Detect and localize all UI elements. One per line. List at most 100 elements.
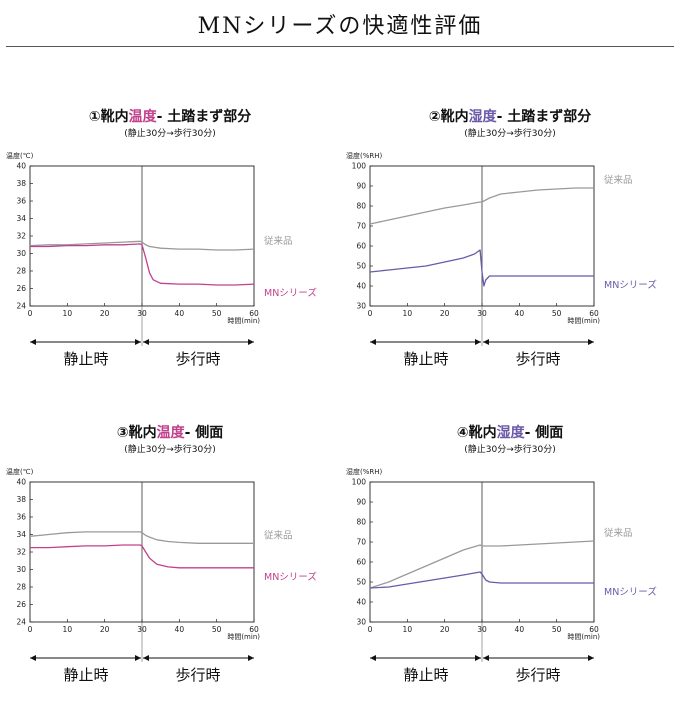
y-tick-label: 50 xyxy=(356,262,366,271)
y-tick-label: 40 xyxy=(356,598,366,607)
series-line xyxy=(30,243,255,286)
chart-title-prefix: ①靴内 xyxy=(88,109,129,125)
x-tick-label: 50 xyxy=(212,625,222,634)
y-tick-label: 80 xyxy=(356,202,366,211)
chart-title-suffix: - 側面 xyxy=(184,425,224,441)
y-tick-label: 100 xyxy=(352,478,367,487)
chart-title-highlight: 温度 xyxy=(156,425,185,441)
phase-arrowhead xyxy=(248,655,254,661)
y-tick-label: 30 xyxy=(16,565,26,574)
phase-arrowhead xyxy=(588,339,594,345)
phase-arrowhead xyxy=(370,339,376,345)
y-tick-label: 80 xyxy=(356,518,366,527)
y-tick-label: 70 xyxy=(356,538,366,547)
series-label: MNシリーズ xyxy=(604,279,657,291)
chart-title: ④靴内湿度- 側面 xyxy=(340,422,680,442)
series-line xyxy=(369,540,595,589)
x-tick-label: 20 xyxy=(100,625,110,634)
x-tick-label: 40 xyxy=(515,309,525,318)
chart-title-prefix: ③靴内 xyxy=(116,425,157,441)
x-tick-label: 60 xyxy=(249,625,259,634)
chart-subtitle: (静止30分→歩行30分) xyxy=(464,445,556,455)
chart-title-prefix: ④靴内 xyxy=(456,425,497,441)
chart-panel: ③靴内温度- 側面 (静止30分→歩行30分) 温度(℃) 24 26 28 30 32 34 3… xyxy=(0,422,340,722)
series-label: MNシリーズ xyxy=(264,287,317,299)
phase-label-rest: 静止時 xyxy=(403,666,448,684)
x-axis-label: 時間(min) xyxy=(227,633,260,641)
x-axis-label: 時間(min) xyxy=(227,317,260,325)
phase-label-walk: 歩行時 xyxy=(515,666,560,684)
x-tick-label: 0 xyxy=(28,625,33,634)
y-tick-label: 28 xyxy=(16,583,26,592)
y-tick-label: 38 xyxy=(16,495,26,504)
chart-subtitle: (静止30分→歩行30分) xyxy=(124,445,216,455)
x-tick-label: 20 xyxy=(100,309,110,318)
y-axis-label: 湿度(%RH) xyxy=(346,467,383,476)
x-tick-label: 10 xyxy=(403,309,413,318)
y-tick-label: 100 xyxy=(352,162,367,171)
x-axis-label: 時間(min) xyxy=(567,317,600,325)
x-tick-label: 0 xyxy=(368,625,373,634)
chart-title-suffix: - 土踏まず部分 xyxy=(156,109,252,125)
y-tick-label: 24 xyxy=(16,302,26,311)
y-tick-label: 34 xyxy=(16,530,26,539)
chart-title-highlight: 湿度 xyxy=(496,425,525,441)
y-tick-label: 60 xyxy=(356,558,366,567)
x-tick-label: 0 xyxy=(28,309,33,318)
y-tick-label: 40 xyxy=(356,282,366,291)
phase-label-walk: 歩行時 xyxy=(515,350,560,368)
phase-arrowhead xyxy=(475,339,481,345)
phase-arrowhead xyxy=(483,339,489,345)
x-tick-label: 50 xyxy=(552,309,562,318)
y-tick-label: 40 xyxy=(16,162,26,171)
x-tick-label: 20 xyxy=(440,625,450,634)
y-tick-label: 24 xyxy=(16,618,26,627)
series-label: MNシリーズ xyxy=(604,586,657,598)
series-label: 従来品 xyxy=(604,527,633,539)
x-axis-label: 時間(min) xyxy=(567,633,600,641)
x-tick-label: 0 xyxy=(368,309,373,318)
chart-title-prefix: ②靴内 xyxy=(428,109,469,125)
y-tick-label: 60 xyxy=(356,242,366,251)
series-line xyxy=(369,571,594,589)
series-line xyxy=(369,249,594,287)
y-axis-label: 温度(℃) xyxy=(6,151,34,160)
y-tick-label: 70 xyxy=(356,222,366,231)
phase-label-rest: 静止時 xyxy=(63,350,108,368)
x-tick-label: 10 xyxy=(63,625,73,634)
phase-arrowhead xyxy=(483,655,489,661)
y-tick-label: 30 xyxy=(356,302,366,311)
chart-panel: ①靴内温度- 土踏まず部分 (静止30分→歩行30分) 温度(℃) 24 26 28 30 3… xyxy=(0,106,340,406)
y-tick-label: 34 xyxy=(16,214,26,223)
y-tick-label: 36 xyxy=(16,197,26,206)
y-tick-label: 36 xyxy=(16,513,26,522)
x-tick-label: 50 xyxy=(552,625,562,634)
x-tick-label: 10 xyxy=(403,625,413,634)
chart-title: ③靴内温度- 側面 xyxy=(0,422,340,442)
series-line xyxy=(29,531,254,544)
phase-arrowhead xyxy=(135,655,141,661)
phase-arrowhead xyxy=(30,655,36,661)
phase-arrowhead xyxy=(475,655,481,661)
phase-arrowhead xyxy=(135,339,141,345)
phase-arrowhead xyxy=(143,655,149,661)
x-tick-label: 20 xyxy=(440,309,450,318)
series-label: 従来品 xyxy=(604,174,633,186)
x-tick-label: 60 xyxy=(589,309,599,318)
chart-title: ②靴内湿度- 土踏まず部分 xyxy=(340,106,680,126)
y-tick-label: 30 xyxy=(356,618,366,627)
chart-title-highlight: 湿度 xyxy=(468,109,497,125)
series-line xyxy=(29,240,255,251)
x-tick-label: 40 xyxy=(175,309,185,318)
chart-title-highlight: 温度 xyxy=(128,109,157,125)
y-tick-label: 32 xyxy=(16,548,26,557)
y-axis-label: 湿度(%RH) xyxy=(346,151,383,160)
phase-arrowhead xyxy=(370,655,376,661)
phase-label-rest: 静止時 xyxy=(63,666,108,684)
y-tick-label: 26 xyxy=(16,284,26,293)
series-line xyxy=(30,544,254,569)
series-label: MNシリーズ xyxy=(264,571,317,583)
series-label: 従来品 xyxy=(264,235,293,247)
x-tick-label: 40 xyxy=(175,625,185,634)
